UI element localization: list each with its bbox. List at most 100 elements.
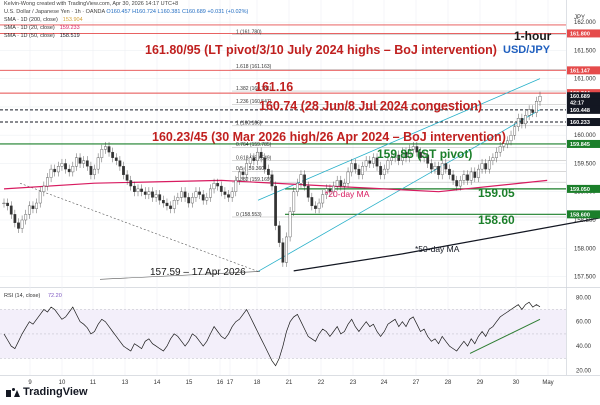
candle-body (53, 168, 57, 173)
candle-body (524, 115, 527, 125)
price-tick-label: 162.000 (574, 20, 596, 26)
fib-label: 0.5 (159.360) (236, 166, 266, 172)
time-tick-label: 24 (381, 380, 388, 386)
candle-body (375, 157, 379, 167)
candle-body (248, 157, 252, 164)
candle-body (343, 183, 346, 187)
candle-body (216, 183, 220, 187)
candle-body (270, 174, 274, 187)
price-box-label: 160.233 (570, 120, 590, 126)
candle-body (288, 211, 292, 238)
header-creator: Kelvin-Wong created with TradingView.com… (4, 1, 179, 7)
candle-body (238, 171, 241, 181)
rsi-value: 72.20 (48, 293, 62, 299)
rsi-axis-ticks: 80.00 60.00 40.00 20.00 (576, 295, 592, 374)
candle-body (281, 242, 285, 263)
price-tick-label: 158.000 (574, 246, 596, 252)
time-tick-label: 17 (227, 380, 234, 386)
candle-body (306, 185, 310, 198)
time-tick-label: 16 (217, 380, 224, 386)
rsi-tick-label: 40.00 (576, 344, 592, 350)
candle-body (516, 118, 520, 127)
candle-body (477, 168, 480, 178)
rsi-trendline (469, 318, 541, 354)
sma-200-value: 153.904 (62, 17, 83, 23)
candle-body (324, 188, 328, 195)
candle-body (6, 202, 9, 207)
price-tick-label: 159.500 (574, 161, 596, 167)
ohlc-values: O160.457 H160.724 L160.381 C160.689 +0.0… (106, 9, 249, 15)
sma-50-row: SMA · 1D (50, close) 158.519 (4, 33, 80, 39)
annotation-158-60: 158.60 (478, 213, 515, 227)
rsi-overbought-band (0, 309, 566, 359)
time-tick-label: 22 (318, 380, 325, 386)
candle-body (27, 205, 31, 215)
candle-body (285, 236, 288, 263)
candle-body (495, 151, 498, 158)
candle-body (487, 160, 491, 170)
candle-body (198, 191, 201, 195)
rsi-tick-label: 80.00 (576, 295, 592, 301)
candle-body (462, 174, 466, 181)
instrument-name: U.S. Dollar / Japanese Yen · 1h · OANDA (4, 9, 105, 15)
candle-body (140, 188, 143, 192)
candle-body (274, 185, 277, 226)
sma-50-value: 158.519 (59, 33, 80, 39)
fib-label: 1.382 (160.781) (236, 86, 272, 92)
candle-body (71, 166, 75, 173)
rsi-polyline (3, 301, 541, 367)
time-axis-ticks: 9 10 11 13 14 15 16 17 18 21 22 23 24 27 28 29 30 May (28, 380, 553, 386)
candle-body (161, 200, 165, 204)
candle-body (125, 174, 129, 181)
candle-body (437, 166, 440, 175)
candle-body (267, 168, 270, 175)
candle-body (429, 163, 433, 170)
candle-body (368, 160, 372, 164)
candle-body (455, 180, 459, 187)
annotation-lt-pivot: 161.80/95 (LT pivot/3/10 July 2024 highs… (145, 43, 497, 57)
candle-body (35, 202, 38, 209)
candle-body (426, 154, 430, 164)
candle-body (491, 157, 495, 161)
price-box (567, 210, 600, 219)
fib-label: 0.382 (159.169) (236, 177, 272, 183)
candle-body (165, 202, 169, 207)
price-box-label: 161.800 (570, 31, 590, 37)
time-tick-label: 27 (413, 380, 420, 386)
price-box-label: 161.147 (570, 68, 590, 74)
candle-body (444, 163, 448, 170)
rsi-line (3, 301, 541, 367)
candle-body (67, 168, 71, 173)
candle-body (42, 185, 46, 192)
candle-body (172, 200, 176, 209)
candle-body (502, 143, 506, 147)
candle-body (2, 202, 6, 205)
candle-body (440, 163, 444, 175)
candle-body (310, 197, 314, 207)
annotation-50ma: *50-day MA (415, 244, 460, 254)
candle-body (230, 191, 234, 198)
price-box (567, 118, 600, 127)
candle-body (357, 168, 361, 175)
candle-body (158, 194, 162, 201)
time-tick-label: 11 (90, 380, 97, 386)
candles (2, 91, 542, 267)
candle-body (382, 168, 386, 175)
fib-label: 0 (158.553) (236, 212, 262, 218)
candle-body (263, 157, 267, 170)
candle-body (136, 188, 140, 192)
price-tick-label: 157.500 (574, 275, 596, 281)
candle-body (498, 146, 502, 153)
price-tick-label: 161.500 (574, 48, 596, 54)
price-box (567, 66, 600, 75)
price-box (567, 92, 600, 101)
annotation-161-16: 161.16 (255, 80, 293, 94)
price-tick-label: 161.000 (574, 77, 596, 83)
price-box (567, 139, 600, 148)
candle-body (75, 157, 78, 167)
candle-body (473, 171, 477, 178)
price-box-label: 42:17 (570, 100, 584, 106)
candle-body (404, 151, 408, 158)
annotation-st-pivot: 159.85 (ST pivot) (377, 147, 472, 161)
tradingview-logo[interactable]: TradingView (6, 386, 88, 398)
